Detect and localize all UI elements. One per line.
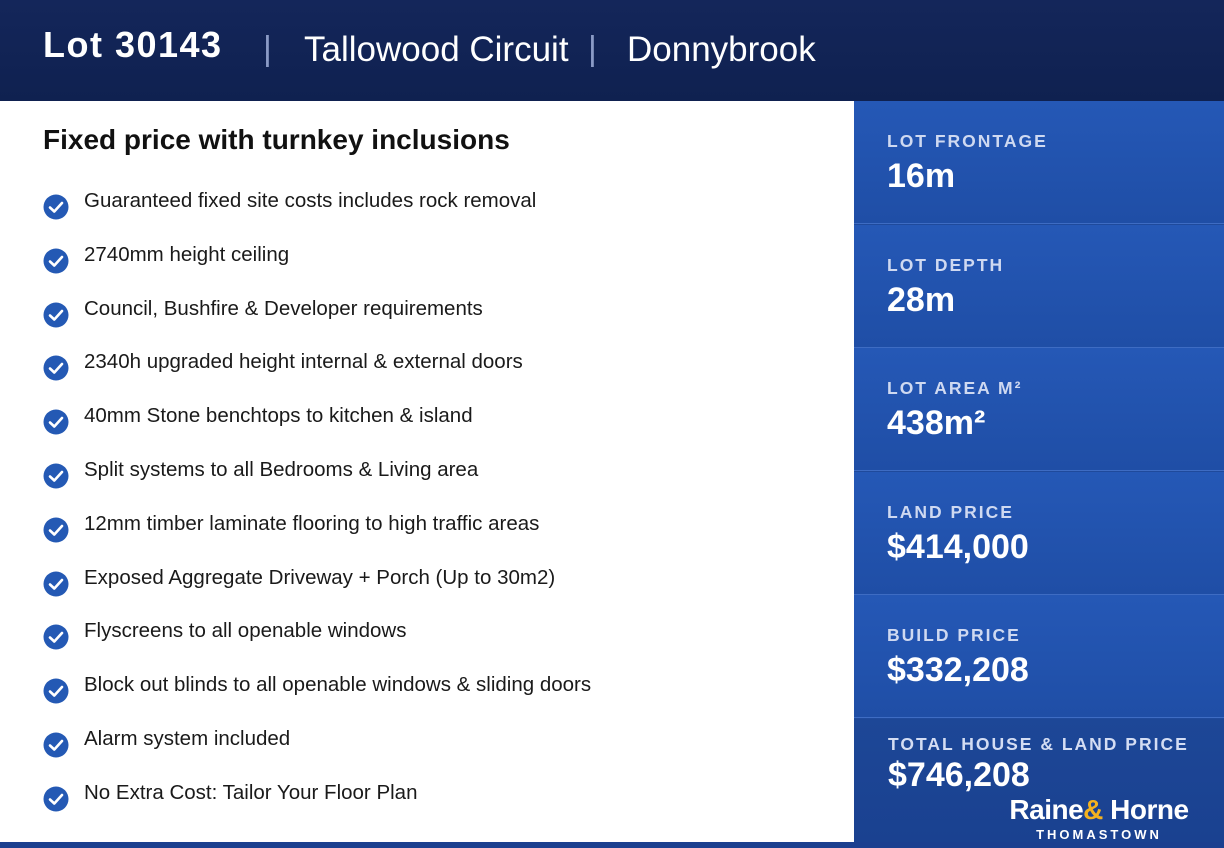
inclusion-text: 2740mm height ceiling — [84, 242, 290, 266]
check-circle-icon — [43, 302, 69, 328]
inclusion-text: 40mm Stone benchtops to kitchen & island — [84, 404, 473, 428]
suburb-name: Donnybrook — [627, 30, 816, 69]
stat-value: $414,000 — [887, 527, 1029, 566]
inclusion-text: No Extra Cost: Tailor Your Floor Plan — [84, 780, 418, 804]
stat-block: LOT AREA M² 438m² — [854, 348, 1224, 472]
stat-block: LAND PRICE $414,000 — [854, 471, 1224, 595]
check-circle-icon — [43, 678, 69, 704]
check-circle-icon — [43, 517, 69, 543]
check-circle-icon — [43, 732, 69, 758]
inclusion-text: Flyscreens to all openable windows — [84, 619, 407, 643]
logo-office: THOMASTOWN — [1036, 827, 1162, 842]
inclusion-text: Split systems to all Bedrooms & Living a… — [84, 457, 479, 481]
inclusion-text: Guaranteed fixed site costs includes roc… — [84, 189, 537, 212]
header-bar: Lot 30143 | Tallowood Circuit | Donnybro… — [0, 0, 1224, 101]
check-circle-icon — [43, 463, 69, 489]
inclusions-title: Fixed price with turnkey inclusions — [43, 124, 510, 155]
inclusion-text: Council, Bushfire & Developer requiremen… — [84, 296, 483, 320]
stat-value: 28m — [887, 280, 956, 319]
bottom-bar — [0, 842, 1224, 848]
inclusion-text: 12mm timber laminate flooring to high tr… — [84, 511, 540, 535]
header-separator: | — [588, 30, 597, 68]
total-price-label: TOTAL HOUSE & LAND PRICE — [888, 734, 1189, 754]
logo-ampersand: & — [1083, 794, 1103, 825]
check-circle-icon — [43, 355, 69, 381]
inclusions-panel: Fixed price with turnkey inclusions Guar… — [0, 101, 854, 842]
raine-horne-logo: Raine& Horne THOMASTOWN — [999, 794, 1199, 842]
inclusion-text: Exposed Aggregate Driveway + Porch (Up t… — [84, 565, 556, 589]
total-price-value: $746,208 — [888, 756, 1030, 794]
inclusion-text: Alarm system included — [84, 726, 291, 750]
street-name: Tallowood Circuit — [304, 30, 569, 69]
stat-label: LAND PRICE — [887, 501, 1014, 522]
stat-block: BUILD PRICE $332,208 — [854, 595, 1224, 719]
check-circle-icon — [43, 409, 69, 435]
stat-value: 16m — [887, 157, 956, 195]
stat-label: LOT FRONTAGE — [887, 131, 1048, 151]
stat-value: $332,208 — [887, 651, 1029, 690]
lot-number: Lot 30143 — [43, 24, 223, 65]
header-separator: | — [263, 30, 272, 68]
logo-wordmark: Raine& Horne — [999, 794, 1199, 826]
check-circle-icon — [43, 194, 69, 220]
check-circle-icon — [43, 624, 69, 650]
total-price-block: TOTAL HOUSE & LAND PRICE $746,208 Raine&… — [854, 719, 1224, 842]
stat-block: LOT FRONTAGE 16m — [854, 101, 1224, 224]
inclusion-text: Block out blinds to all openable windows… — [84, 673, 592, 697]
stat-value: 438m² — [887, 404, 986, 443]
stat-block: LOT DEPTH 28m — [854, 224, 1224, 348]
stat-label: LOT DEPTH — [887, 254, 1005, 275]
inclusion-text: 2340h upgraded height internal & externa… — [84, 350, 523, 374]
logo-brand-right: Horne — [1102, 794, 1189, 825]
check-circle-icon — [43, 571, 69, 597]
logo-brand-left: Raine — [1009, 794, 1084, 825]
lot-details-panel: LOT FRONTAGE 16m LOT DEPTH 28m LOT AREA M² 43… — [854, 101, 1224, 842]
check-circle-icon — [43, 786, 69, 812]
check-circle-icon — [43, 248, 69, 274]
stat-label: LOT AREA M² — [887, 378, 1023, 399]
stat-label: BUILD PRICE — [887, 625, 1021, 646]
